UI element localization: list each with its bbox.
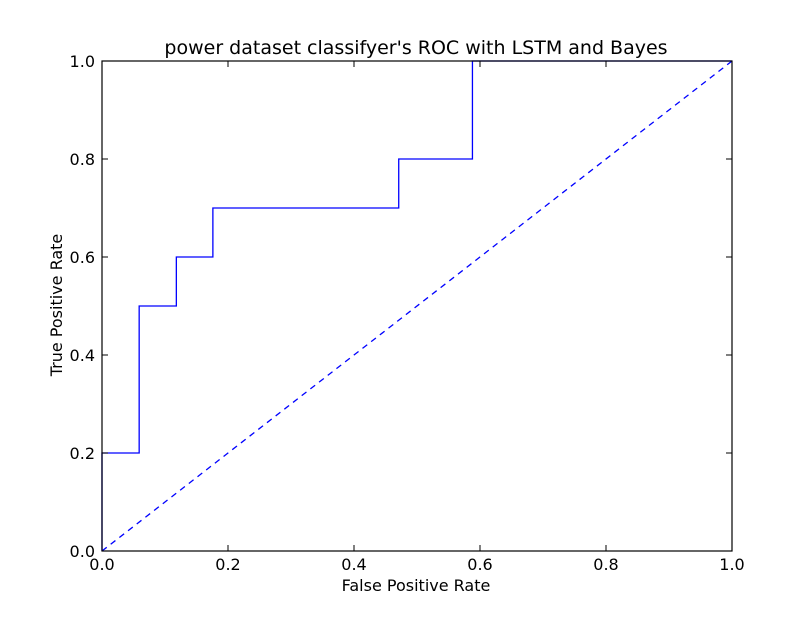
- y-tick-label: 0.6: [70, 248, 95, 267]
- x-tick-label: 0.4: [341, 555, 366, 574]
- x-tick-label: 0.6: [467, 555, 492, 574]
- y-axis-label: True Positive Rate: [47, 234, 66, 378]
- y-tick-label: 1.0: [70, 52, 95, 71]
- x-tick-label: 0.0: [89, 555, 114, 574]
- x-tick-label: 0.2: [215, 555, 240, 574]
- axis-ticks: 0.0 0.2 0.4 0.6 0.8 1.0 0.0 0.2 0.4 0.6 0.8 1.0: [70, 52, 745, 574]
- y-tick-label: 0.4: [70, 346, 95, 365]
- y-tick-label: 0.0: [70, 542, 95, 561]
- y-tick-label: 0.2: [70, 444, 95, 463]
- roc-curve: [101, 60, 732, 551]
- x-axis-label: False Positive Rate: [342, 576, 491, 595]
- plot-frame: [101, 60, 733, 552]
- x-tick-label: 1.0: [719, 555, 744, 574]
- chart-title: power dataset classifyer's ROC with LSTM…: [164, 37, 667, 59]
- y-tick-label: 0.8: [70, 150, 95, 169]
- x-tick-label: 0.8: [593, 555, 618, 574]
- plot-area: [101, 60, 733, 552]
- diagonal-reference-line: [101, 60, 733, 552]
